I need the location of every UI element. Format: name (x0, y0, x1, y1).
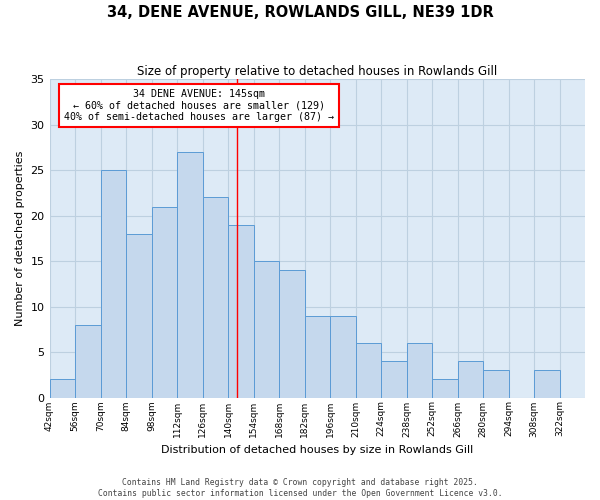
Bar (381, 361, 407, 398)
Bar (483, 370, 509, 398)
Bar (101, 170, 126, 398)
Bar (356, 343, 381, 398)
Text: 34, DENE AVENUE, ROWLANDS GILL, NE39 1DR: 34, DENE AVENUE, ROWLANDS GILL, NE39 1DR (107, 5, 493, 20)
Bar (432, 380, 458, 398)
Bar (177, 152, 203, 398)
Bar (330, 316, 356, 398)
Title: Size of property relative to detached houses in Rowlands Gill: Size of property relative to detached ho… (137, 65, 497, 78)
Bar (152, 206, 177, 398)
Bar (50, 380, 75, 398)
Text: Contains HM Land Registry data © Crown copyright and database right 2025.
Contai: Contains HM Land Registry data © Crown c… (98, 478, 502, 498)
Bar (203, 198, 228, 398)
Y-axis label: Number of detached properties: Number of detached properties (15, 150, 25, 326)
Bar (254, 261, 279, 398)
Bar (126, 234, 152, 398)
Bar (407, 343, 432, 398)
Bar (534, 370, 560, 398)
Bar (458, 361, 483, 398)
X-axis label: Distribution of detached houses by size in Rowlands Gill: Distribution of detached houses by size … (161, 445, 473, 455)
Bar (75, 324, 101, 398)
Bar (305, 316, 330, 398)
Bar (228, 224, 254, 398)
Bar (279, 270, 305, 398)
Text: 34 DENE AVENUE: 145sqm
← 60% of detached houses are smaller (129)
40% of semi-de: 34 DENE AVENUE: 145sqm ← 60% of detached… (64, 88, 334, 122)
